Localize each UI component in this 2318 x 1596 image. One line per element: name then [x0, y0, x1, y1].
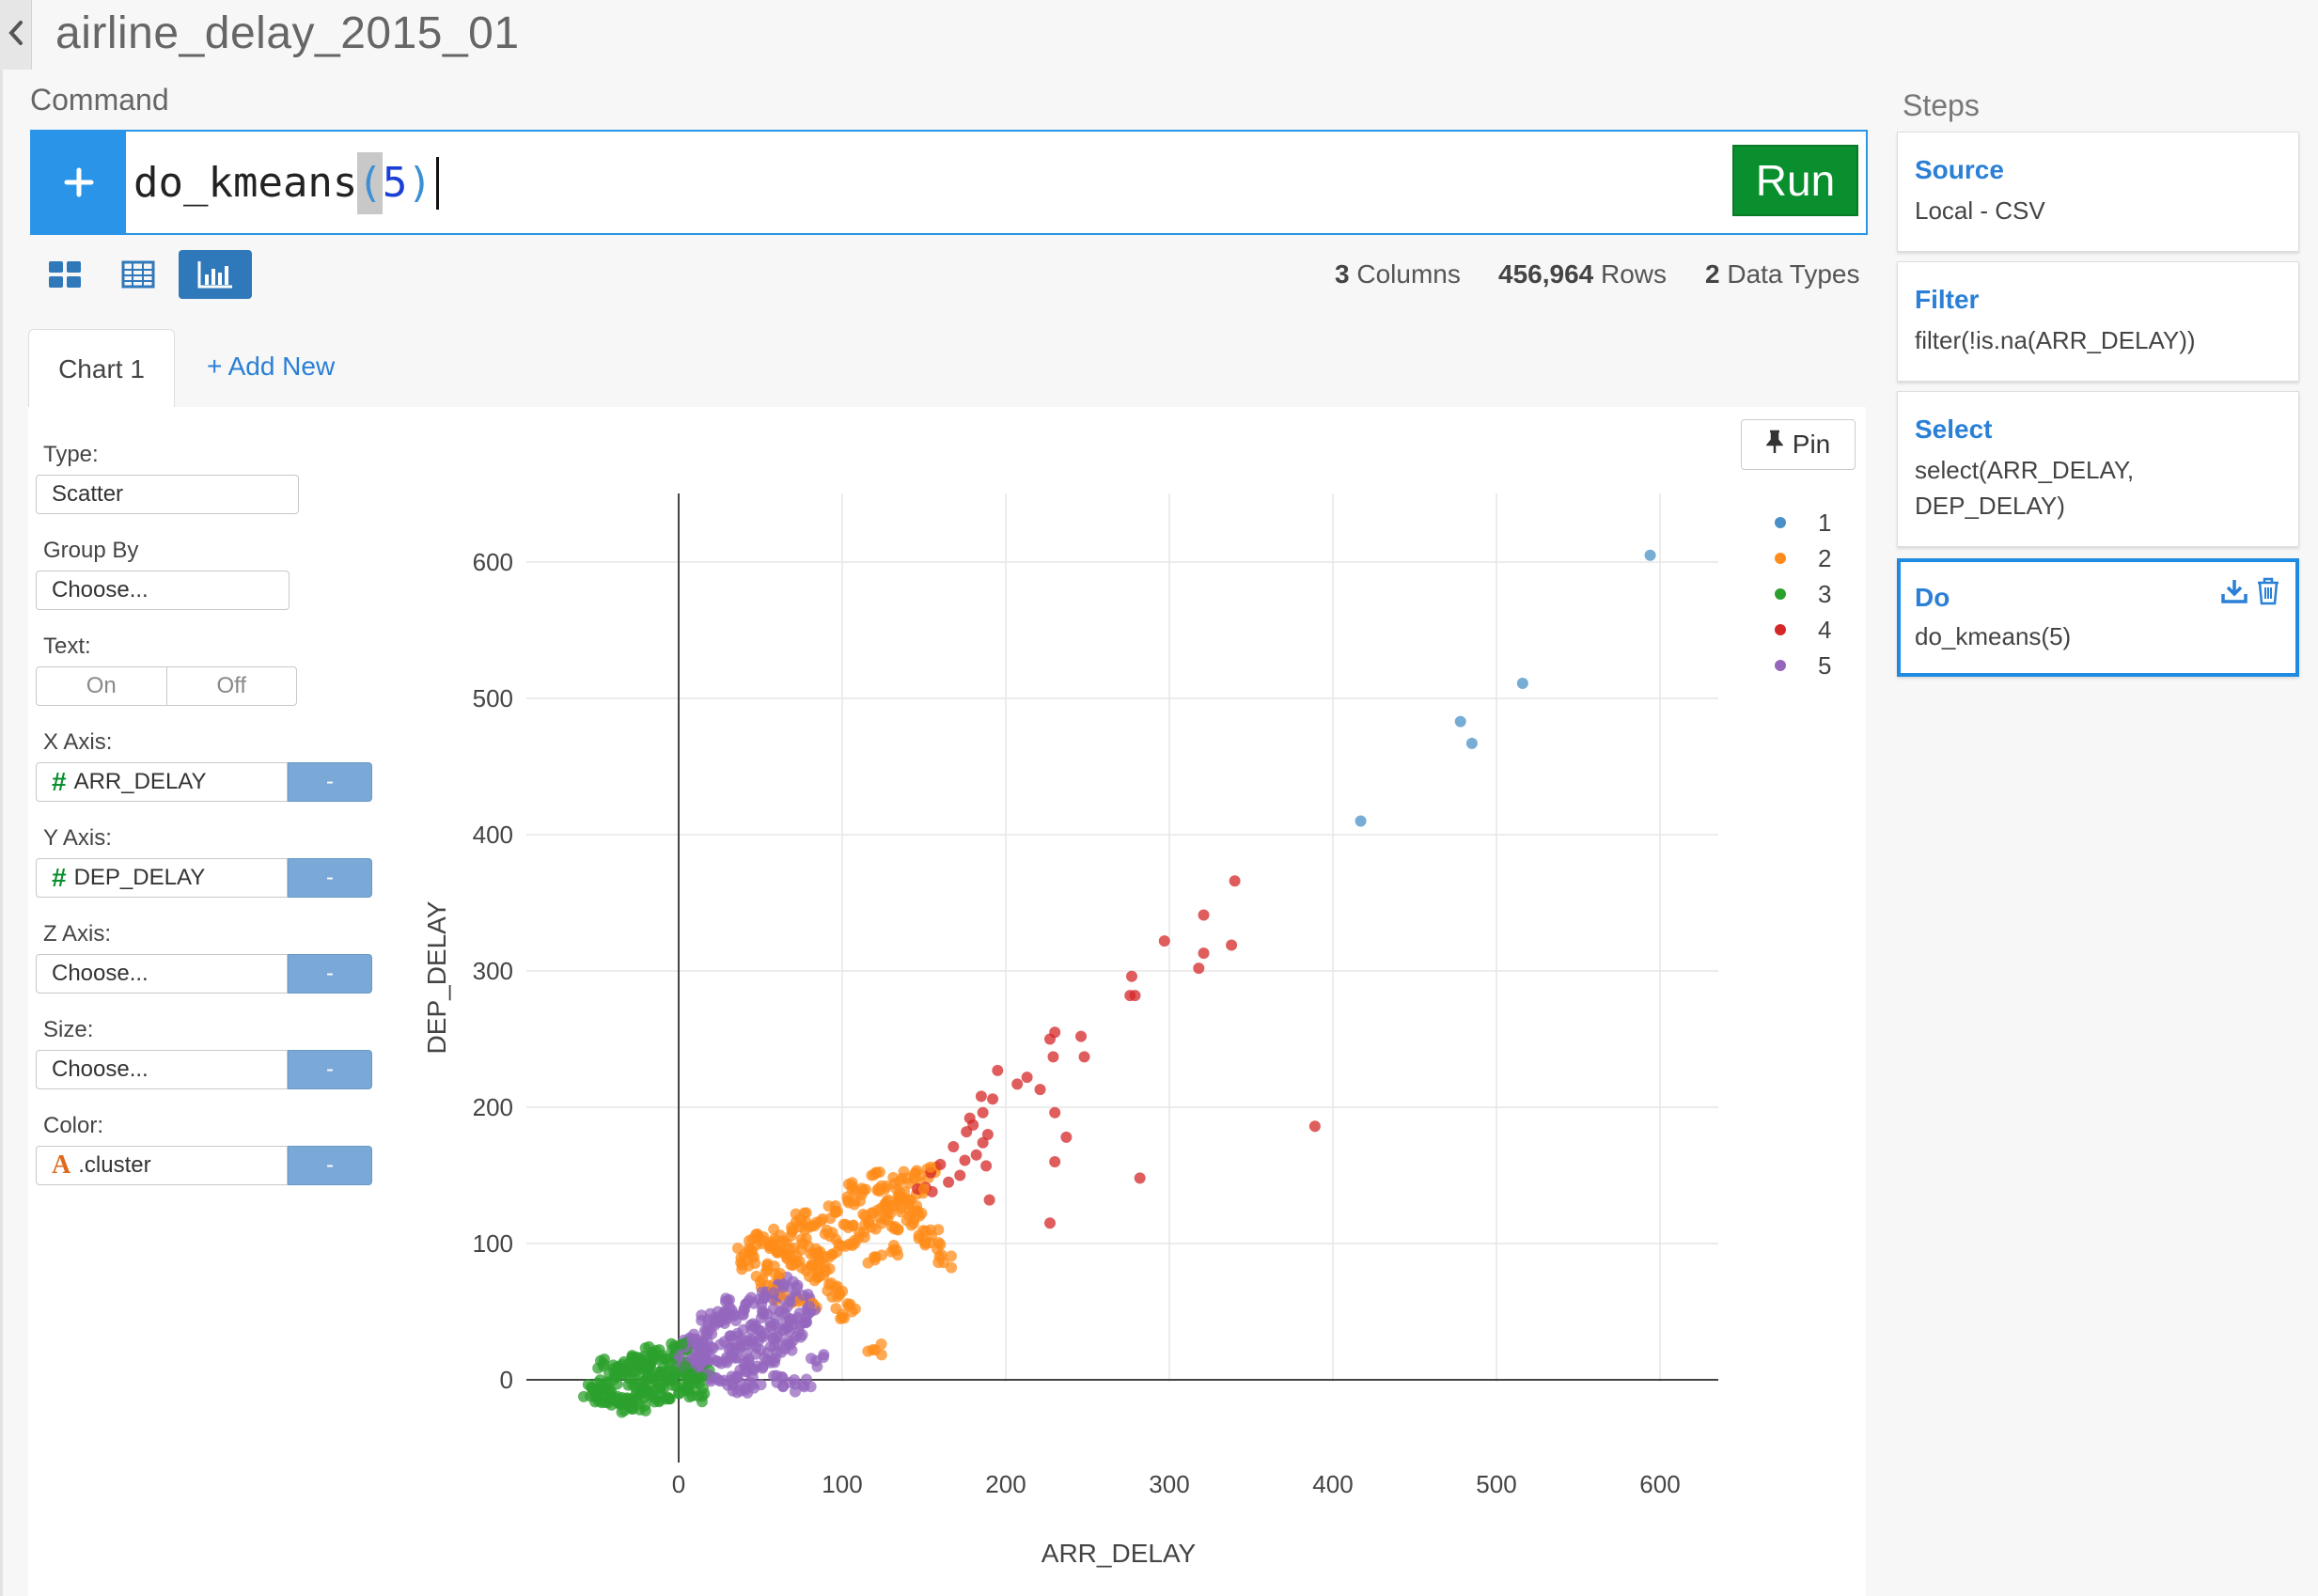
size-select[interactable]: Choose...	[36, 1050, 288, 1089]
steps-label: Steps	[1903, 88, 1980, 122]
command-bar: do_kmeans(5) Run	[30, 130, 1868, 235]
step-actions	[2220, 577, 2280, 610]
step-body: filter(!is.na(ARR_DELAY))	[1915, 326, 2196, 354]
color-value: .cluster	[78, 1152, 151, 1178]
y-axis-value: DEP_DELAY	[73, 865, 206, 890]
download-icon[interactable]	[2220, 577, 2248, 610]
y-axis-label: Y Axis:	[43, 825, 112, 851]
text-on-option[interactable]: On	[86, 673, 117, 698]
color-label: Color:	[43, 1113, 104, 1138]
x-axis-value: ARR_DELAY	[73, 769, 207, 794]
step-filter[interactable]: Filter filter(!is.na(ARR_DELAY))	[1897, 261, 2299, 382]
chevron-left-icon[interactable]	[6, 19, 26, 47]
chart-view-icon[interactable]	[179, 250, 252, 299]
text-caret	[435, 157, 439, 210]
group-by-select[interactable]: Choose...	[36, 571, 290, 610]
pin-label: Pin	[1792, 430, 1831, 459]
command-arg: 5	[382, 159, 408, 207]
x-axis-options-button[interactable]: -	[288, 762, 372, 802]
y-axis-field: # DEP_DELAY -	[36, 858, 372, 898]
command-open-paren: (	[357, 152, 383, 214]
step-title: Do	[1915, 583, 1950, 612]
x-axis-field: # ARR_DELAY -	[36, 762, 372, 802]
plus-icon[interactable]	[32, 132, 126, 233]
text-type-icon: A	[52, 1150, 71, 1180]
tab-chart-1[interactable]: Chart 1	[28, 329, 175, 408]
data-types-stat: 2 Data Types	[1705, 259, 1860, 289]
page-title: airline_delay_2015_01	[55, 8, 520, 58]
size-options-button[interactable]: -	[288, 1050, 372, 1089]
type-label: Type:	[43, 442, 99, 467]
command-close-paren: )	[407, 159, 432, 207]
x-axis-label: X Axis:	[43, 729, 113, 755]
step-body: do_kmeans(5)	[1915, 622, 2072, 650]
z-axis-label: Z Axis:	[43, 921, 112, 947]
color-select[interactable]: A .cluster	[36, 1146, 288, 1185]
table-view-icon[interactable]	[102, 250, 175, 299]
pin-icon	[1765, 430, 1784, 461]
z-axis-select[interactable]: Choose...	[36, 954, 288, 994]
left-border	[0, 70, 3, 1596]
numeric-type-icon: #	[52, 767, 67, 796]
step-title: Source	[1915, 155, 2004, 184]
color-options-button[interactable]: -	[288, 1146, 372, 1185]
size-label: Size:	[43, 1017, 94, 1042]
text-label: Text:	[43, 634, 91, 659]
numeric-type-icon: #	[52, 863, 67, 892]
z-axis-field: Choose... -	[36, 954, 372, 994]
type-select[interactable]: Scatter	[36, 475, 299, 514]
command-label: Command	[30, 83, 169, 117]
step-select[interactable]: Select select(ARR_DELAY, DEP_DELAY)	[1897, 391, 2299, 547]
pin-button[interactable]: Pin	[1741, 419, 1856, 470]
step-title: Filter	[1915, 285, 1980, 314]
step-body: select(ARR_DELAY, DEP_DELAY)	[1915, 456, 2135, 520]
color-field: A .cluster -	[36, 1146, 372, 1185]
text-toggle: On Off	[36, 666, 297, 706]
step-title: Select	[1915, 415, 1993, 444]
run-button[interactable]: Run	[1732, 145, 1858, 216]
text-off-option[interactable]: Off	[165, 667, 297, 705]
trash-icon[interactable]	[2256, 577, 2280, 610]
rows-stat: 456,964 Rows	[1498, 259, 1668, 289]
y-axis-select[interactable]: # DEP_DELAY	[36, 858, 288, 898]
back-strip	[0, 0, 32, 70]
y-axis-options-button[interactable]: -	[288, 858, 372, 898]
command-func: do_kmeans	[133, 159, 358, 207]
z-axis-options-button[interactable]: -	[288, 954, 372, 994]
add-new-chart-link[interactable]: + Add New	[207, 352, 336, 381]
x-axis-select[interactable]: # ARR_DELAY	[36, 762, 288, 802]
group-by-label: Group By	[43, 538, 139, 563]
grid-view-icon[interactable]	[28, 250, 102, 299]
chart-panel	[28, 407, 1866, 1596]
step-do[interactable]: Do do_kmeans(5)	[1897, 558, 2299, 677]
columns-stat: 3 Columns	[1335, 259, 1461, 289]
step-body: Local - CSV	[1915, 196, 2045, 225]
step-source[interactable]: Source Local - CSV	[1897, 132, 2299, 252]
size-field: Choose... -	[36, 1050, 372, 1089]
command-input[interactable]: do_kmeans(5)	[133, 152, 439, 214]
